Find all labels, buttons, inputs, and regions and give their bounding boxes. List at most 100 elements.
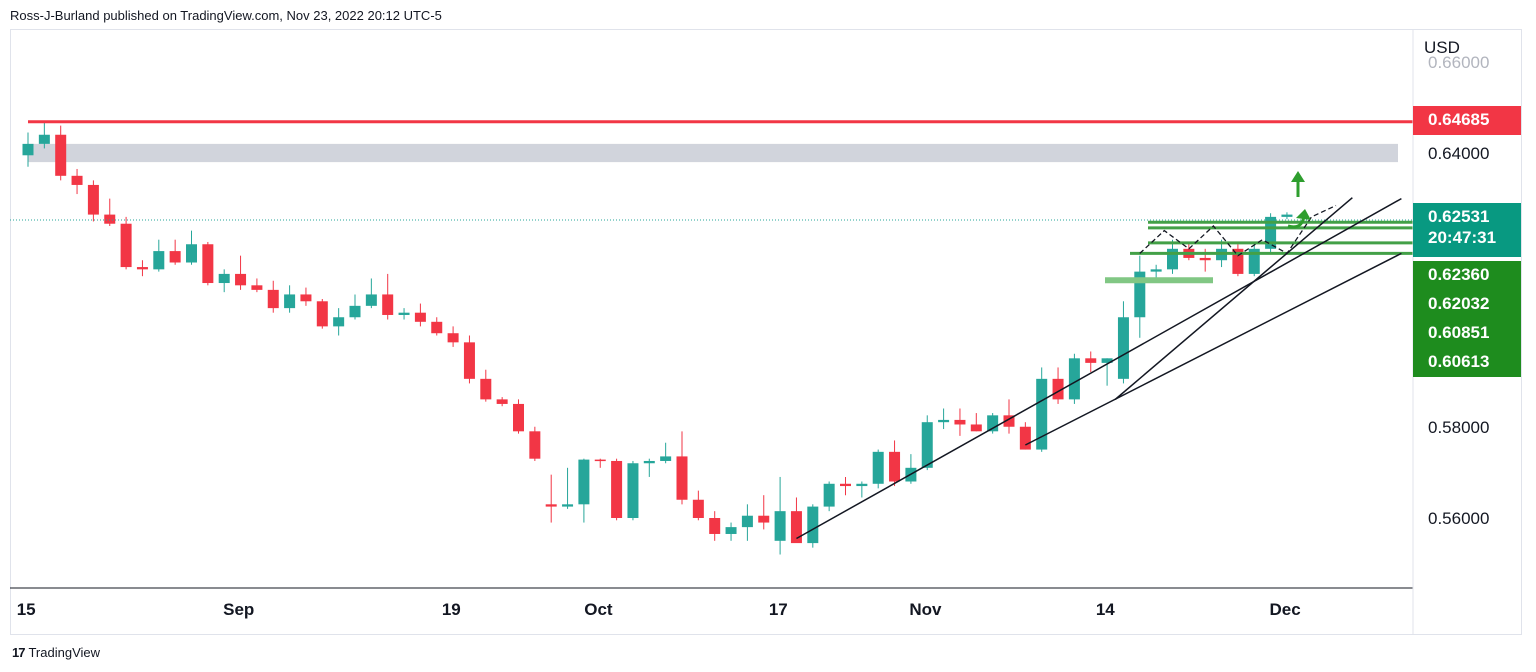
candle-body [709,518,721,534]
candle-74 [1232,244,1244,277]
candle-body [725,527,737,534]
candle-6 [120,216,132,270]
support-4-price-label-bg [1413,348,1521,377]
candle-body [55,134,67,176]
candle-66 [1101,358,1113,386]
candle-71 [1183,241,1195,261]
tradingview-logo-icon: 17 [12,645,26,660]
candle-body [1052,378,1064,400]
candle-body [169,251,181,263]
trendline-2 [1114,197,1353,400]
support-3-price-label-bg [1413,319,1521,348]
candle-19 [333,308,345,336]
candle-57 [954,408,966,436]
candle-body [447,333,459,343]
candle-53 [889,440,901,487]
candle-54 [905,454,917,484]
candle-body [970,424,982,432]
candle-30 [513,399,524,434]
candle-body [202,244,214,284]
candle-2 [55,125,67,181]
candle-32 [545,474,557,523]
candle-44 [741,504,753,541]
candle-body [186,244,197,263]
candle-body [594,459,606,462]
candle-body [823,483,835,507]
candle-48 [807,504,819,548]
resistance-price-label-bg [1413,106,1521,135]
candle-12 [218,269,230,293]
candle-68 [1134,255,1146,338]
candle-11 [202,241,214,286]
support-2-price-label-bg [1413,290,1521,319]
candle-body [758,515,770,523]
candle-24 [414,303,426,327]
y-tick-label: 0.56000 [1428,509,1489,528]
candle-body [840,483,851,487]
candle-body [660,456,672,461]
candle-51 [856,481,868,498]
candle-body [414,312,426,322]
candle-63 [1052,367,1064,404]
candle-60 [1003,399,1015,434]
support-2-price-label-text: 0.62032 [1428,294,1489,313]
candle-70 [1167,239,1178,274]
candle-body [480,378,492,400]
x-tick-label: 15 [17,600,36,619]
candle-body [545,504,557,507]
brand-name: TradingView [28,645,101,660]
resistance-price-label: 0.64685 [1413,106,1521,135]
resistance-price-label-text: 0.64685 [1428,110,1489,129]
support-3-price-label-text: 0.60851 [1428,323,1489,342]
candle-body [104,214,116,224]
candle-body [235,273,247,286]
x-tick-label: 19 [442,600,461,619]
x-tick-label: 14 [1096,600,1115,619]
candle-body [627,463,639,518]
candle-39 [660,442,672,464]
candle-7 [136,260,148,277]
footer-brand: 17 TradingView [12,645,100,660]
candle-59 [987,413,999,434]
candle-body [872,451,884,484]
candle-28 [480,369,492,402]
candle-body [136,267,148,270]
candle-67 [1117,301,1129,384]
y-tick-label: 0.58000 [1428,418,1489,437]
candle-61 [1019,422,1031,450]
candle-38 [643,458,655,477]
candle-13 [235,255,247,290]
candle-body [431,321,443,334]
candle-body [333,317,345,327]
supply-zone [28,143,1398,163]
candle-body [1101,358,1113,363]
candle-5 [104,198,116,226]
candle-31 [529,426,541,461]
candle-20 [349,294,361,320]
candle-27 [463,335,475,384]
candle-body [692,499,704,518]
support-1-price-label: 0.62360 [1413,261,1521,290]
candle-body [382,294,394,315]
candle-body [71,175,83,185]
candle-body [153,251,165,270]
candle-15 [267,280,279,313]
candle-75 [1248,244,1260,277]
candle-33 [562,467,574,509]
curved-arrow-icon [1296,209,1311,220]
candle-1 [38,121,50,149]
candle-22 [382,273,394,320]
candle-8 [153,239,165,272]
candle-body [1232,248,1244,274]
candle-65 [1085,351,1097,372]
candle-body [300,294,312,302]
candle-62 [1036,367,1048,452]
candle-body [954,419,966,425]
candle-23 [398,308,410,320]
candle-body [316,301,328,327]
candle-body [987,415,999,432]
candle-body [1248,248,1260,274]
support-3-price-label: 0.60851 [1413,319,1521,348]
candle-body [1134,271,1146,318]
